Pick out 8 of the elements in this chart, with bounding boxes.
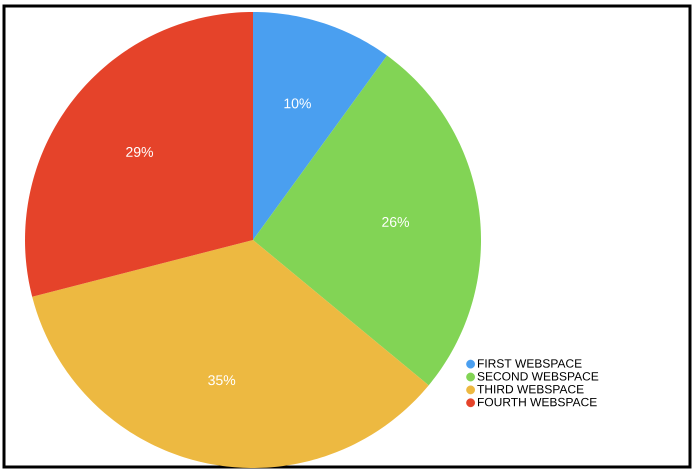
data-label: 35% [208, 375, 236, 386]
data-label: 29% [126, 146, 154, 157]
data-label: 26% [382, 217, 410, 227]
legend-label: FOURTH WEBSPACE [478, 398, 597, 406]
legend-label: THIRD WEBSPACE [477, 384, 584, 394]
legend-label: SECOND WEBSPACE [478, 372, 598, 381]
legend-label: FIRST WEBSPACE [478, 359, 582, 368]
data-label: 10% [284, 98, 311, 108]
